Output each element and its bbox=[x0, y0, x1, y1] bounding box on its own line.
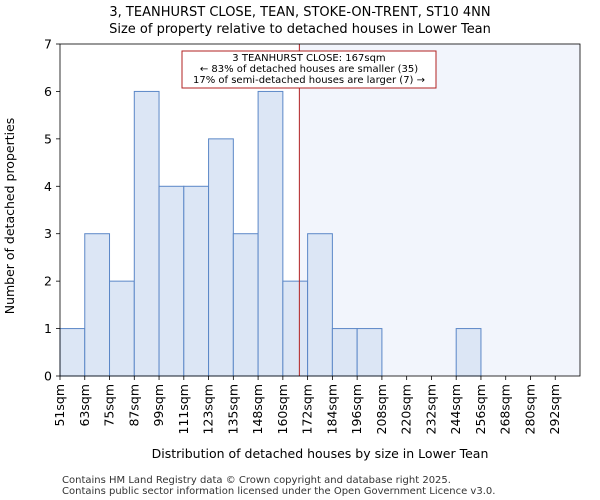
y-axis-ticks: 0 1 2 3 4 5 6 7 bbox=[44, 37, 60, 384]
bar-196sqm bbox=[356, 328, 383, 377]
y-axis-label: Number of detached properties bbox=[2, 118, 17, 315]
x-tick-label: 63sqm bbox=[77, 384, 92, 427]
plot-area: 0 1 2 3 4 5 6 7 51sqm 63sqm 75sqm 87sqm 99sqm 111sqm… bbox=[44, 37, 581, 434]
chart-title: 3, TEANHURST CLOSE, TEAN, STOKE-ON-TRENT… bbox=[109, 5, 490, 20]
y-tick-label: 5 bbox=[44, 131, 52, 146]
x-tick-label: 99sqm bbox=[151, 384, 166, 427]
property-annotation: 3 TEANHURST CLOSE: 167sqm ← 83% of detac… bbox=[181, 50, 437, 89]
x-axis-ticks: 51sqm 63sqm 75sqm 87sqm 99sqm 111sqm 123sqm 135… bbox=[52, 376, 562, 434]
x-tick-label: 232sqm bbox=[423, 384, 438, 434]
bar-123sqm bbox=[208, 138, 234, 377]
bar-63sqm bbox=[84, 233, 111, 377]
x-tick-label: 244sqm bbox=[448, 384, 463, 434]
y-tick-label: 6 bbox=[44, 84, 52, 99]
bar-135sqm bbox=[232, 233, 259, 377]
chart-subtitle: Size of property relative to detached ho… bbox=[109, 22, 491, 37]
plot-frame bbox=[59, 43, 581, 377]
x-tick-label: 51sqm bbox=[52, 384, 67, 427]
footer-line-2: Contains public sector information licen… bbox=[62, 486, 495, 497]
bar-244sqm bbox=[455, 328, 482, 377]
annotation-line-3: 17% of semi-detached houses are larger (… bbox=[193, 75, 425, 86]
x-tick-label: 208sqm bbox=[374, 384, 389, 434]
x-tick-label: 87sqm bbox=[126, 384, 141, 427]
annotation-line-2: ← 83% of detached houses are smaller (35… bbox=[200, 64, 418, 75]
x-tick-label: 123sqm bbox=[201, 384, 216, 434]
y-tick-label: 1 bbox=[44, 321, 52, 336]
x-tick-label: 268sqm bbox=[498, 384, 513, 434]
y-tick-label: 2 bbox=[44, 274, 52, 289]
y-tick-label: 7 bbox=[44, 37, 52, 52]
larger-region-shading bbox=[299, 44, 580, 376]
bar-160sqm bbox=[282, 280, 309, 377]
bar-99sqm bbox=[158, 185, 185, 377]
x-tick-label: 280sqm bbox=[522, 384, 537, 434]
bars-group bbox=[59, 90, 482, 377]
x-tick-label: 196sqm bbox=[349, 384, 364, 434]
bar-148sqm bbox=[257, 90, 284, 377]
x-tick-label: 135sqm bbox=[225, 384, 240, 434]
x-tick-label: 160sqm bbox=[275, 384, 290, 434]
x-tick-label: 111sqm bbox=[176, 384, 191, 434]
y-tick-label: 0 bbox=[44, 369, 52, 384]
y-tick-label: 3 bbox=[44, 226, 52, 241]
x-tick-label: 148sqm bbox=[250, 384, 265, 434]
bar-87sqm bbox=[133, 90, 160, 377]
bar-172sqm bbox=[307, 233, 333, 377]
bar-51sqm bbox=[59, 328, 86, 377]
x-tick-label: 292sqm bbox=[547, 384, 562, 434]
bar-111sqm bbox=[183, 185, 210, 377]
x-tick-label: 220sqm bbox=[399, 384, 414, 434]
x-tick-label: 256sqm bbox=[473, 384, 488, 434]
bar-75sqm bbox=[109, 280, 135, 377]
annotation-box bbox=[181, 50, 437, 89]
x-tick-label: 75sqm bbox=[102, 384, 117, 427]
annotation-line-1: 3 TEANHURST CLOSE: 167sqm bbox=[232, 53, 385, 64]
footer-line-1: Contains HM Land Registry data © Crown c… bbox=[62, 475, 451, 486]
bar-184sqm bbox=[331, 328, 358, 377]
x-axis-label: Distribution of detached houses by size … bbox=[152, 446, 489, 461]
y-tick-label: 4 bbox=[44, 179, 52, 194]
x-tick-label: 184sqm bbox=[324, 384, 339, 434]
x-tick-label: 172sqm bbox=[300, 384, 315, 434]
